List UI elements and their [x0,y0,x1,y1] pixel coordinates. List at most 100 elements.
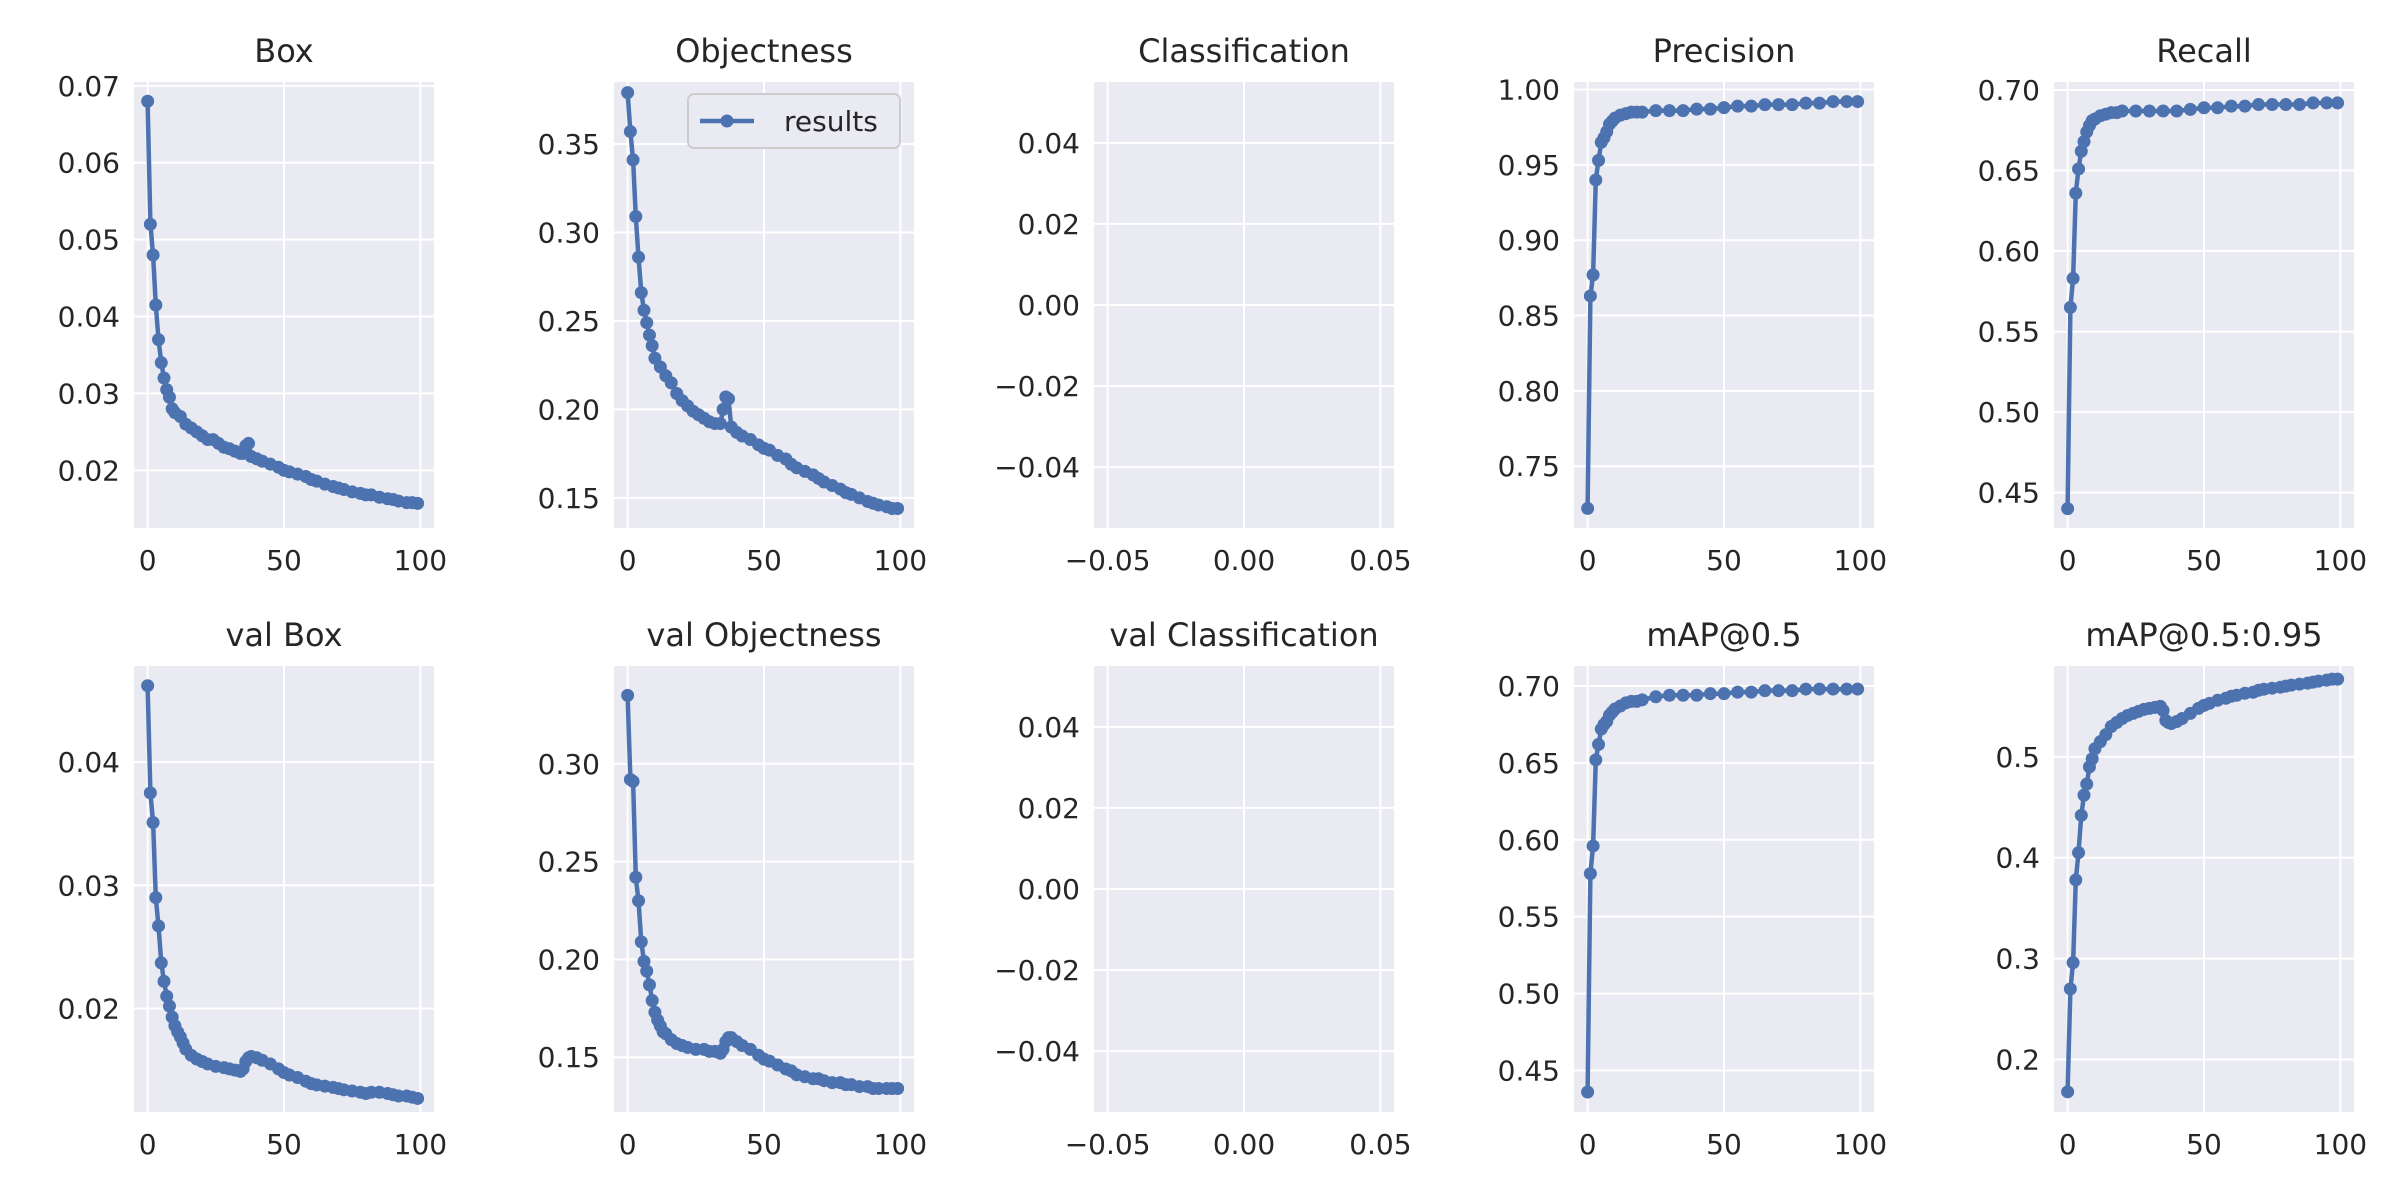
panel-val-objectness-xtick-label: 50 [746,1128,782,1161]
panel-val-objectness-xtick-label: 100 [874,1128,927,1161]
panel-map-0-5-data-point [1635,693,1649,707]
panel-recall-data-point [2211,101,2225,115]
legend-point-marker [720,114,734,128]
panel-map-0-5-0-95-data-point [2072,846,2086,860]
panel-precision-data-point [1581,501,1595,515]
panel-map-0-5-data-point [1586,839,1600,853]
panel-map-0-5-data-point [1851,682,1865,696]
panel-val-classification-ytick-label: −0.04 [994,1035,1080,1068]
panel-objectness-data-point [716,402,730,416]
panel-recall-data-point [2320,96,2334,110]
panel-val-box-data-point [149,891,163,905]
panel-val-objectness-data-point [632,894,646,908]
panel-val-box-data-point [143,786,157,800]
panel-map-0-5-title: mAP@0.5 [1646,616,1801,654]
panel-val-box-data-point [411,1091,425,1105]
panel-recall-ytick-label: 0.50 [1978,396,2040,429]
panel-box-ytick-label: 0.06 [58,147,120,180]
panel-box-ytick-label: 0.05 [58,224,120,257]
panel-recall-data-point [2306,96,2320,110]
panel-precision-data-point [1785,98,1799,112]
panel-recall-xtick-label: 100 [2314,544,2367,577]
panel-map-0-5-xtick-label: 50 [1706,1128,1742,1161]
panel-map-0-5-xtick-label: 0 [1579,1128,1597,1161]
panel-recall-data-point [2061,502,2075,516]
panel-map-0-5-0-95-data-point [2061,1085,2075,1099]
panel-map-0-5-ytick-label: 0.45 [1498,1054,1560,1087]
panel-map-0-5-data-point [1581,1085,1595,1099]
panel-objectness-ytick-label: 0.30 [538,216,600,249]
panel-recall-data-point [2292,98,2306,112]
panel-val-objectness-data-point [629,870,643,884]
panel-map-0-5-data-point [1758,684,1772,698]
panel-val-classification-ytick-label: −0.02 [994,954,1080,987]
panel-precision-data-point [1649,104,1663,118]
panel-objectness-xtick-label: 0 [619,544,637,577]
panel-precision-data-point [1583,289,1597,303]
panel-val-objectness-data-point [637,954,651,968]
panel-val-classification-title: val Classification [1109,616,1378,654]
panel-box-ytick-label: 0.03 [58,377,120,410]
panel-recall-data-point [2197,101,2211,115]
panel-map-0-5-ytick-label: 0.55 [1498,901,1560,934]
panel-map-0-5-ytick-label: 0.50 [1498,978,1560,1011]
panel-val-objectness-data-point [621,688,635,702]
panel-precision-data-point [1635,105,1649,119]
panel-val-classification-ytick-label: 0.02 [1018,792,1080,825]
panel-box-data-point [141,94,155,108]
panel-map-0-5-0-95-ytick-label: 0.5 [1995,741,2040,774]
panel-val-box-title: val Box [225,616,342,654]
panel-precision-data-point [1662,104,1676,118]
panel-map-0-5-xtick-label: 100 [1834,1128,1887,1161]
panel-val-objectness-data-point [891,1082,905,1096]
panel-objectness-ytick-label: 0.15 [538,482,600,515]
panel-map-0-5-ytick-label: 0.65 [1498,747,1560,780]
panel-recall-data-point [2072,162,2086,176]
panel-objectness-data-point [722,392,736,406]
panel-objectness: Objectness 0 50 100 0.15 0.20 0.25 0.30 0.35 resu… [538,32,927,577]
panel-precision-xtick-label: 100 [1834,544,1887,577]
panel-map-0-5-data-point [1676,688,1690,702]
panel-recall-data-point [2238,99,2252,113]
panel-precision-ytick-label: 0.85 [1498,300,1560,333]
panel-box-data-point [411,496,425,510]
panel-val-objectness-data-point [645,994,659,1007]
panel-val-objectness-data-point [640,964,654,978]
panel-classification-ytick-label: 0.02 [1018,208,1080,241]
panel-precision-data-point [1812,96,1826,110]
panel-objectness-data-point [642,328,656,342]
legend-box [687,93,901,149]
panel-precision-title: Precision [1653,32,1796,70]
panel-map-0-5-data-point [1662,688,1676,702]
panel-val-classification-xtick-label: −0.05 [1065,1128,1151,1161]
panel-recall-xtick-label: 50 [2186,544,2222,577]
panel-objectness-title: Objectness [675,32,853,70]
panel-objectness-data-point [629,210,643,224]
panel-precision-data-point [1799,96,1813,110]
panel-box-ytick-label: 0.04 [58,301,120,334]
panel-objectness-xtick-label: 100 [874,544,927,577]
panel-classification-ytick-label: −0.04 [994,451,1080,484]
panel-val-classification-ytick-label: 0.00 [1018,873,1080,906]
panel-recall-data-point [2265,98,2279,112]
panel-map-0-5-data-point [1731,685,1745,699]
panel-precision: Precision 0 50 100 0.75 0.80 0.85 0.90 0.95 1.00 [1498,32,1887,577]
panel-precision-ytick-label: 0.95 [1498,149,1560,182]
panel-map-0-5-data-point [1583,867,1597,881]
panel-box-ytick-label: 0.07 [58,70,120,103]
panel-val-objectness-title: val Objectness [646,616,881,654]
panel-precision-data-point [1772,98,1786,112]
panel-map-0-5-0-95-title: mAP@0.5:0.95 [2085,616,2322,654]
panel-map-0-5: mAP@0.5 0 50 100 0.45 0.50 0.55 0.60 0.65 0.70 [1498,616,1887,1161]
panel-val-objectness-ytick-label: 0.30 [538,748,600,781]
panel-precision-xtick-label: 50 [1706,544,1742,577]
panel-map-0-5-data-point [1826,682,1840,696]
panel-precision-data-point [1592,153,1606,167]
panel-map-0-5-ytick-label: 0.60 [1498,824,1560,857]
panel-val-box-data-point [152,919,166,933]
panel-classification-title: Classification [1138,32,1350,70]
panel-val-objectness-xtick-label: 0 [619,1128,637,1161]
panel-recall-data-point [2183,102,2197,116]
panel-recall-data-point [2331,96,2345,110]
panel-recall-data-point [2063,300,2077,314]
